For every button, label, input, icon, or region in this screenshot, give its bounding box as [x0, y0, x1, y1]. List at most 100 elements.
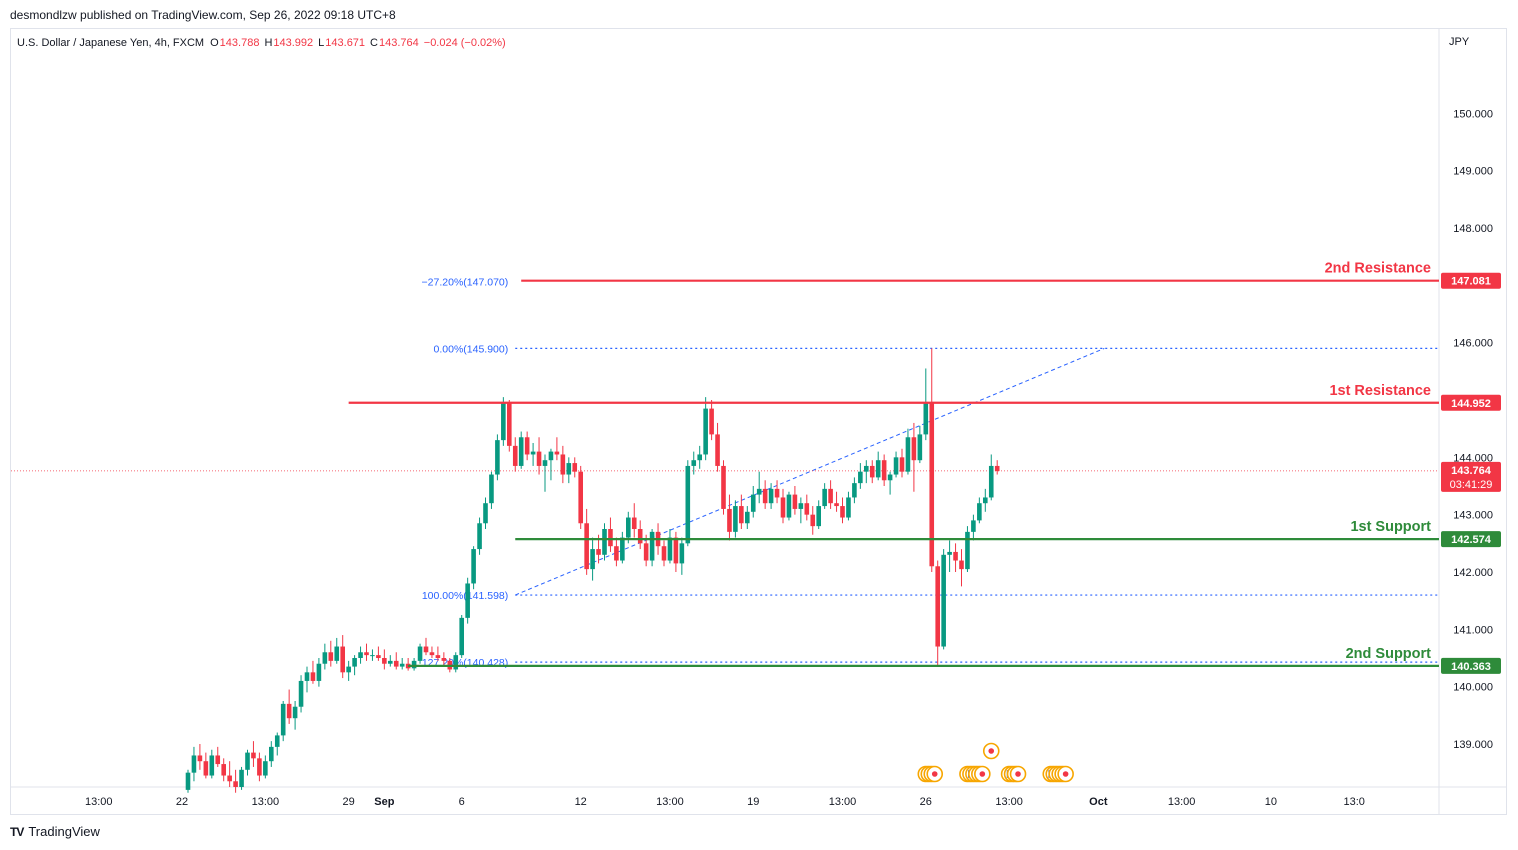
candle-body[interactable] — [596, 549, 601, 555]
candle-body[interactable] — [614, 546, 619, 561]
candle-body[interactable] — [685, 465, 691, 544]
candle-body[interactable] — [846, 497, 851, 518]
candle-body[interactable] — [971, 520, 976, 532]
candle-body[interactable] — [590, 549, 595, 570]
candle-body[interactable] — [417, 646, 423, 661]
candle-body[interactable] — [959, 560, 964, 570]
candle-body[interactable] — [548, 451, 554, 461]
candle-body[interactable] — [780, 497, 786, 518]
candle-body[interactable] — [251, 752, 256, 759]
candle-body[interactable] — [280, 703, 286, 736]
candle-body[interactable] — [834, 503, 839, 507]
candle-body[interactable] — [316, 663, 322, 681]
candle-body[interactable] — [530, 451, 536, 455]
candle-body[interactable] — [215, 755, 221, 765]
candle-body[interactable] — [542, 460, 548, 466]
candle-body[interactable] — [399, 663, 405, 667]
candle-body[interactable] — [477, 523, 482, 550]
candle-body[interactable] — [388, 660, 393, 664]
candle-body[interactable] — [661, 546, 667, 561]
candle-body[interactable] — [239, 769, 244, 787]
candle-body[interactable] — [340, 646, 345, 673]
candle-body[interactable] — [441, 658, 447, 661]
candle-body[interactable] — [227, 775, 232, 782]
candle-body[interactable] — [715, 434, 720, 466]
candle-body[interactable] — [524, 437, 530, 455]
candle-body[interactable] — [423, 646, 429, 653]
candle-body[interactable] — [203, 761, 209, 776]
candle-body[interactable] — [572, 463, 578, 472]
candle-body[interactable] — [274, 735, 280, 747]
candle-body[interactable] — [382, 658, 387, 664]
candle-body[interactable] — [994, 465, 1000, 472]
candle-body[interactable] — [536, 451, 542, 466]
candle-body[interactable] — [304, 672, 310, 681]
fib-trend-line[interactable] — [515, 347, 1105, 596]
candle-body[interactable] — [733, 506, 738, 532]
candle-body[interactable] — [762, 488, 768, 504]
candle-body[interactable] — [852, 483, 857, 498]
candle-body[interactable] — [756, 488, 762, 495]
candle-body[interactable] — [703, 408, 708, 455]
candle-body[interactable] — [286, 703, 292, 719]
candle-body[interactable] — [465, 583, 470, 618]
candle-body[interactable] — [697, 454, 702, 461]
candle-body[interactable] — [269, 746, 274, 762]
candle-body[interactable] — [495, 440, 500, 475]
candle-body[interactable] — [673, 537, 679, 564]
candle-body[interactable] — [643, 543, 649, 561]
candle-body[interactable] — [512, 445, 518, 466]
candle-body[interactable] — [631, 517, 637, 529]
candle-body[interactable] — [263, 761, 268, 776]
candle-body[interactable] — [560, 454, 566, 475]
candle-body[interactable] — [518, 437, 524, 466]
candle-body[interactable] — [310, 672, 316, 681]
candle-body[interactable] — [483, 503, 488, 524]
candle-body[interactable] — [191, 755, 197, 773]
candle-body[interactable] — [923, 402, 929, 435]
candle-body[interactable] — [840, 506, 845, 518]
candle-body[interactable] — [792, 494, 798, 509]
candle-body[interactable] — [947, 551, 952, 555]
candle-body[interactable] — [869, 465, 875, 478]
candle-body[interactable] — [602, 529, 607, 555]
candle-body[interactable] — [929, 402, 935, 567]
candle-body[interactable] — [965, 531, 970, 570]
candle-body[interactable] — [887, 474, 893, 481]
candle-body[interactable] — [620, 537, 625, 561]
candle-body[interactable] — [221, 764, 226, 776]
candle-body[interactable] — [322, 652, 328, 664]
candle-body[interactable] — [911, 437, 917, 461]
candle-body[interactable] — [798, 503, 804, 509]
candle-body[interactable] — [828, 488, 833, 504]
candle-body[interactable] — [893, 457, 899, 475]
candle-body[interactable] — [667, 537, 673, 561]
candle-body[interactable] — [709, 408, 714, 435]
candle-body[interactable] — [864, 465, 869, 472]
candle-body[interactable] — [750, 494, 756, 512]
candle-body[interactable] — [185, 772, 191, 790]
candle-body[interactable] — [233, 781, 238, 787]
candle-body[interactable] — [489, 474, 494, 504]
candle-body[interactable] — [881, 460, 887, 481]
candle-body[interactable] — [346, 666, 351, 673]
candle-body[interactable] — [637, 529, 643, 544]
candle-body[interactable] — [608, 529, 613, 547]
candle-body[interactable] — [899, 457, 905, 472]
candle-body[interactable] — [679, 543, 685, 564]
candle-body[interactable] — [905, 437, 911, 472]
candle-body[interactable] — [816, 506, 821, 527]
candle-body[interactable] — [822, 488, 827, 507]
candle-body[interactable] — [393, 660, 399, 667]
candle-body[interactable] — [578, 471, 583, 524]
candle-body[interactable] — [358, 652, 363, 658]
candle-body[interactable] — [786, 494, 792, 518]
candle-body[interactable] — [566, 463, 572, 475]
candle-body[interactable] — [459, 617, 464, 656]
candle-body[interactable] — [691, 460, 697, 466]
footer-brand[interactable]: TradingView — [28, 824, 100, 839]
candle-body[interactable] — [209, 755, 215, 776]
candle-body[interactable] — [768, 488, 774, 504]
candle-body[interactable] — [810, 514, 816, 527]
candle-body[interactable] — [364, 652, 369, 656]
